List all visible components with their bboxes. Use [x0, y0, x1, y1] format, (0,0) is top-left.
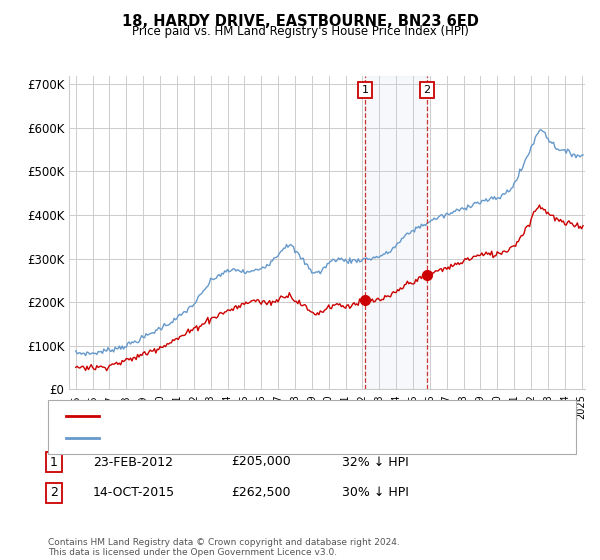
Text: 18, HARDY DRIVE, EASTBOURNE, BN23 6ED (detached house): 18, HARDY DRIVE, EASTBOURNE, BN23 6ED (d… — [105, 411, 450, 421]
Text: 2: 2 — [424, 85, 431, 95]
Text: Price paid vs. HM Land Registry's House Price Index (HPI): Price paid vs. HM Land Registry's House … — [131, 25, 469, 38]
Text: 1: 1 — [361, 85, 368, 95]
Text: HPI: Average price, detached house, Eastbourne: HPI: Average price, detached house, East… — [105, 433, 374, 444]
Bar — [365, 76, 427, 389]
Text: 1: 1 — [50, 455, 58, 469]
Text: 18, HARDY DRIVE, EASTBOURNE, BN23 6ED: 18, HARDY DRIVE, EASTBOURNE, BN23 6ED — [122, 14, 478, 29]
Text: 32% ↓ HPI: 32% ↓ HPI — [342, 455, 409, 469]
Text: 14-OCT-2015: 14-OCT-2015 — [93, 486, 175, 500]
Text: £262,500: £262,500 — [231, 486, 290, 500]
Text: 30% ↓ HPI: 30% ↓ HPI — [342, 486, 409, 500]
Text: £205,000: £205,000 — [231, 455, 291, 469]
Text: 23-FEB-2012: 23-FEB-2012 — [93, 455, 173, 469]
Text: 2: 2 — [50, 486, 58, 500]
Text: Contains HM Land Registry data © Crown copyright and database right 2024.
This d: Contains HM Land Registry data © Crown c… — [48, 538, 400, 557]
